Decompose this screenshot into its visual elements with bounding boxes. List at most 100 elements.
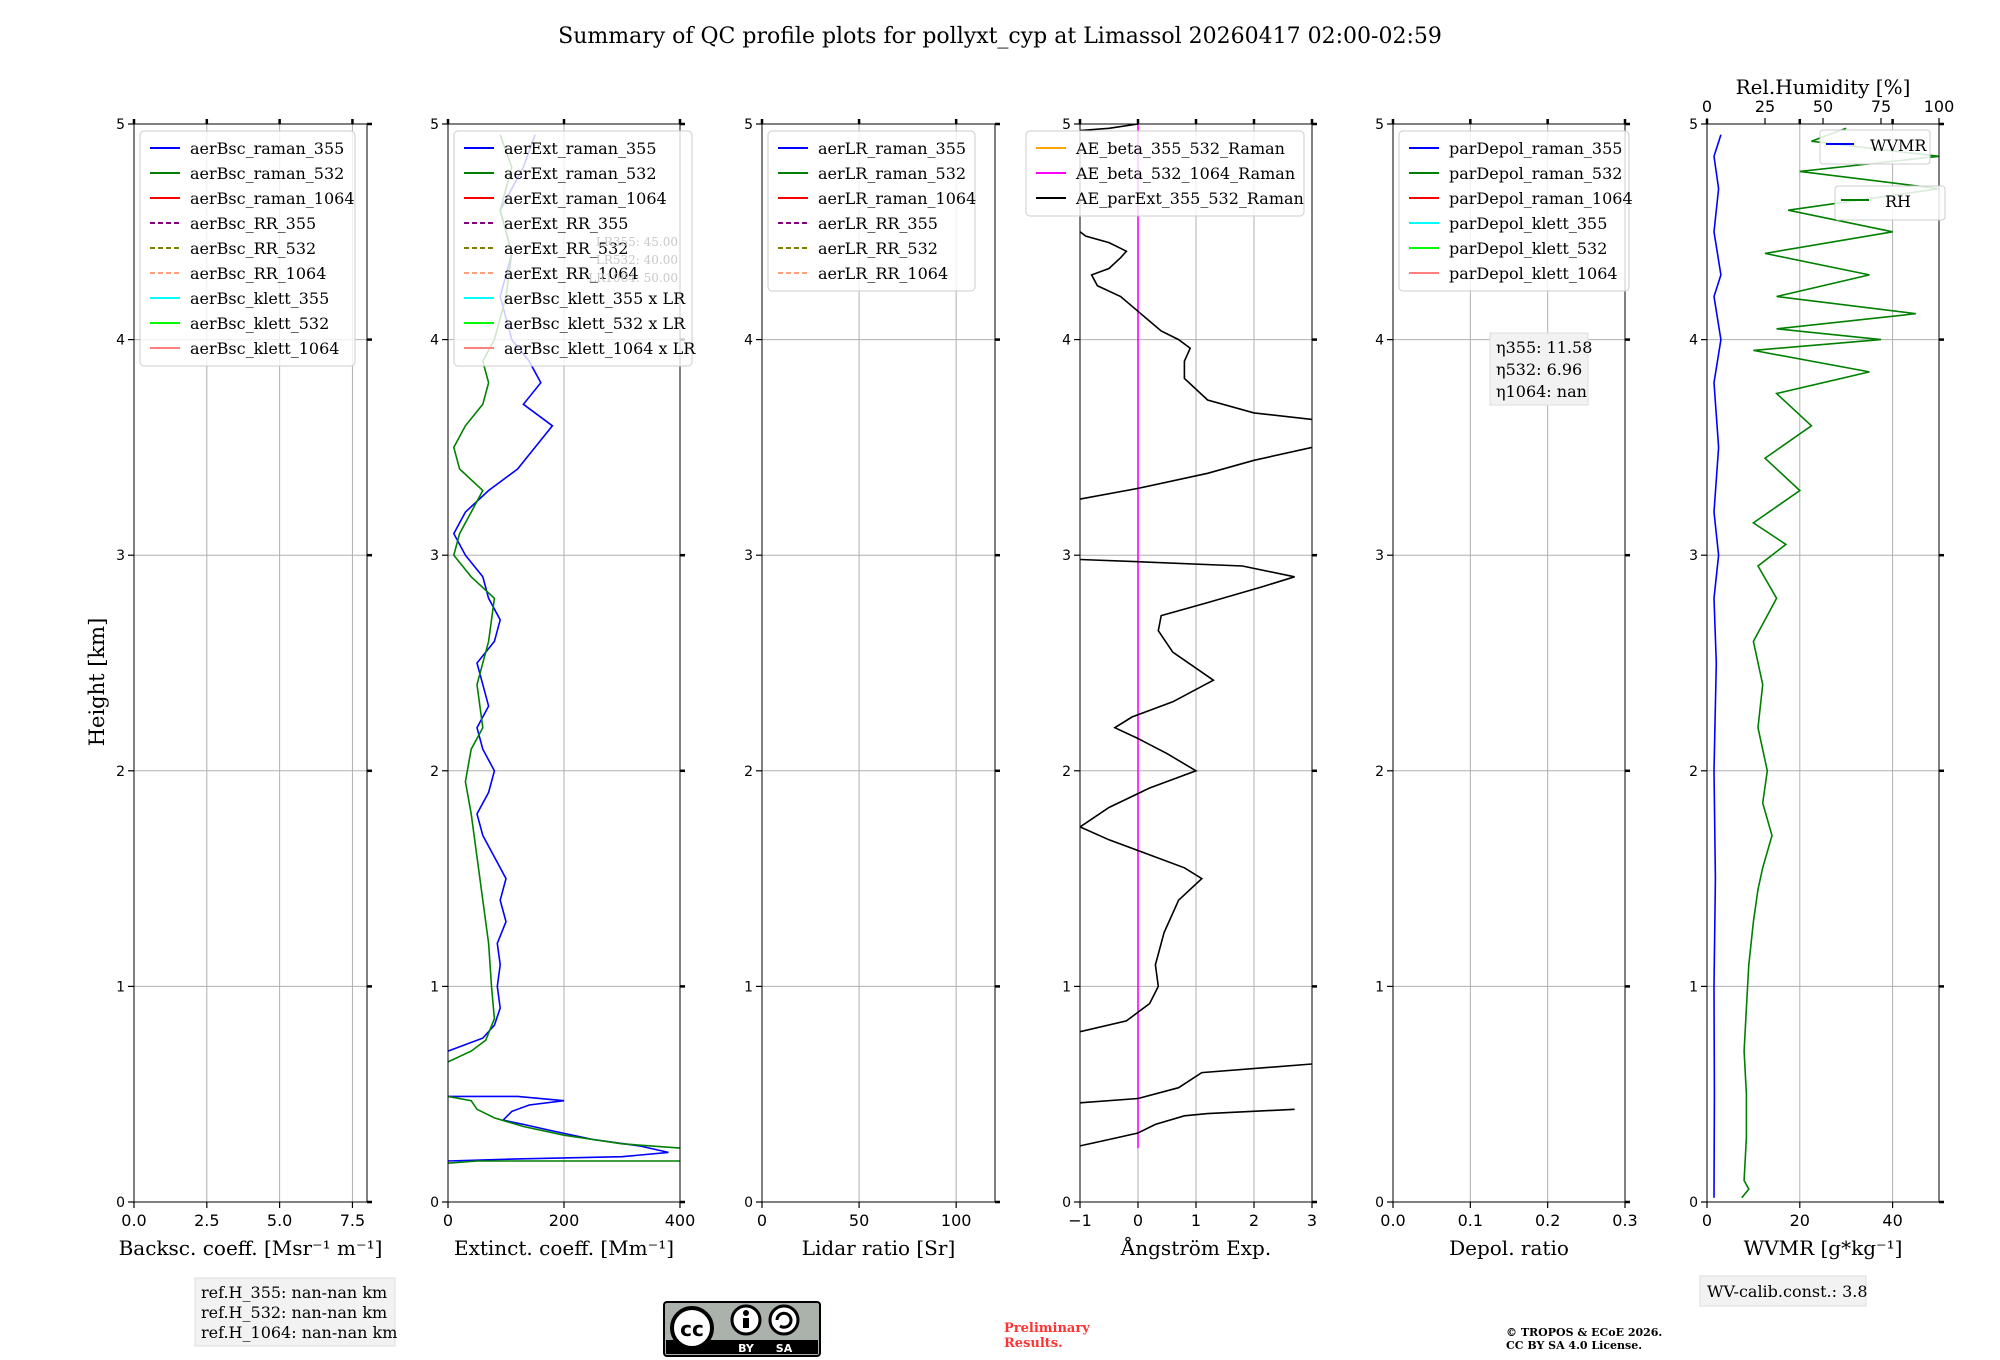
legend-label: parDepol_klett_355 <box>1449 214 1607 233</box>
legend-label: aerExt_RR_532 <box>504 239 628 258</box>
wv-calib-text: WV-calib.const.: 3.8 <box>1707 1282 1868 1301</box>
x-tick-label: 0.3 <box>1612 1211 1637 1230</box>
y-tick-label: 0 <box>1375 1195 1384 1211</box>
y-tick-label: 1 <box>1689 979 1698 995</box>
x-tick-label: 0.0 <box>1380 1211 1405 1230</box>
legend: aerLR_raman_355 aerLR_raman_532 aerLR_rama… <box>767 130 976 292</box>
y-tick-label: 4 <box>116 333 125 349</box>
eta-label: η355: 11.58 <box>1496 338 1592 357</box>
y-tick-label: 3 <box>1062 548 1071 564</box>
y-tick-label: 1 <box>1375 979 1384 995</box>
legend-label: aerBsc_klett_1064 <box>190 339 339 358</box>
sa-text: SA <box>776 1342 793 1355</box>
x2-axis-label: Rel.Humidity [%] <box>1736 75 1911 99</box>
copyright-line-2: CC BY SA 4.0 License. <box>1506 1339 1642 1352</box>
y-tick-label: 0 <box>1689 1195 1698 1211</box>
series-group <box>1713 127 1939 1199</box>
x-axis-label: WVMR [g*kg⁻¹] <box>1744 1236 1903 1260</box>
x-tick-label: 1 <box>1191 1211 1201 1230</box>
legend-label: aerBsc_klett_1064 x LR <box>504 339 696 358</box>
legend-label: aerBsc_RR_355 <box>190 214 316 233</box>
y-tick-label: 4 <box>1375 333 1384 349</box>
preliminary-line-1: Preliminary <box>1004 1321 1090 1336</box>
legend-label: parDepol_raman_1064 <box>1449 189 1633 208</box>
legend-label: aerLR_RR_1064 <box>818 264 948 283</box>
legend-label: parDepol_klett_532 <box>1449 239 1607 258</box>
lr-note: LR355: 45.00 <box>596 235 678 249</box>
legend-box <box>1819 129 1931 165</box>
x2-tick-label: 25 <box>1755 97 1775 116</box>
eta-label: η1064: nan <box>1496 382 1587 401</box>
panels: 0 1 2 3 4 5 0.0 2.5 5.0 7.5 Backsc. coeff. [Msr⁻¹ … <box>116 75 1954 1260</box>
panel-bsc: 0 1 2 3 4 5 0.0 2.5 5.0 7.5 Backsc. coeff. [Msr⁻¹ … <box>116 117 382 1260</box>
legend-label: RH <box>1885 192 1911 211</box>
axes-frame <box>1392 123 1626 1203</box>
y-tick-label: 0 <box>430 1195 439 1211</box>
series-RH <box>1741 127 1939 1199</box>
x-axis-label: Ångström Exp. <box>1120 1235 1271 1260</box>
legend-label: aerBsc_raman_1064 <box>190 189 355 208</box>
series-AE_parExt_c <box>1080 558 1295 1033</box>
y-tick-label: 4 <box>1062 333 1071 349</box>
y-tick-label: 0 <box>116 1195 125 1211</box>
x-tick-label: 5.0 <box>267 1211 292 1230</box>
y-tick-label: 3 <box>430 548 439 564</box>
legend-label: AE_beta_532_1064_Raman <box>1075 164 1295 183</box>
panel-depol: 0 1 2 3 4 5 0.0 0.1 0.2 0.3 Depol. ratio parDepol_r… <box>1375 117 1638 1260</box>
y-tick-label: 1 <box>116 979 125 995</box>
ref-h-532: ref.H_532: nan-nan km <box>201 1303 387 1322</box>
series-WVMR <box>1713 134 1722 1198</box>
x-tick-label: 40 <box>1882 1211 1902 1230</box>
x2-tick-label: 50 <box>1813 97 1833 116</box>
x-axis-label: Backsc. coeff. [Msr⁻¹ m⁻¹] <box>119 1236 383 1260</box>
legend-box <box>1398 130 1630 292</box>
y-tick-label: 1 <box>744 979 753 995</box>
x-tick-label: 0 <box>757 1211 767 1230</box>
legend: aerExt_raman_355 aerExt_raman_532 aerExt_r… <box>453 130 696 367</box>
y-tick-label: 4 <box>744 333 753 349</box>
legend-label: aerExt_raman_1064 <box>504 189 667 208</box>
x-tick-label: 0 <box>1702 1211 1712 1230</box>
ref-h-355: ref.H_355: nan-nan km <box>201 1283 387 1302</box>
legend: aerBsc_raman_355 aerBsc_raman_532 aerBsc_r… <box>139 130 356 367</box>
y-tick-label: 3 <box>116 548 125 564</box>
legend-label: aerExt_raman_532 <box>504 164 657 183</box>
x-tick-label: 50 <box>849 1211 869 1230</box>
legend-box <box>1025 130 1305 217</box>
ref-height-box: ref.H_355: nan-nan km ref.H_532: nan-nan… <box>194 1277 397 1347</box>
x-axis-label: Lidar ratio [Sr] <box>802 1236 956 1260</box>
legend-label: aerBsc_klett_532 <box>190 314 329 333</box>
x-tick-label: 20 <box>1790 1211 1810 1230</box>
series-AE_parExt_d <box>1080 446 1312 500</box>
legend-label: aerLR_raman_532 <box>818 164 966 183</box>
by-text: BY <box>738 1342 755 1355</box>
series-aerExt_raman_532 <box>448 1160 680 1164</box>
x-tick-label: 400 <box>665 1211 696 1230</box>
y-tick-label: 2 <box>1062 764 1071 780</box>
legend-label: aerLR_RR_355 <box>818 214 938 233</box>
wv-calib-box: WV-calib.const.: 3.8 <box>1699 1275 1868 1307</box>
legend-box <box>767 130 976 292</box>
legend-label: parDepol_klett_1064 <box>1449 264 1618 283</box>
eta-label: η532: 6.96 <box>1496 360 1582 379</box>
y-tick-label: 1 <box>1062 979 1071 995</box>
y-tick-label: 5 <box>116 117 125 133</box>
series-AE_parExt_f <box>1080 124 1139 132</box>
legend: parDepol_raman_355 parDepol_raman_532 parD… <box>1398 130 1633 292</box>
cc-by-sa-badge: cc BY SA <box>663 1301 821 1357</box>
legend-label: AE_parExt_355_532_Raman <box>1075 189 1304 208</box>
series-group <box>1080 124 1312 1149</box>
legend-label: aerExt_RR_355 <box>504 214 628 233</box>
y-tick-label: 0 <box>744 1195 753 1211</box>
legend-label: aerBsc_klett_355 x LR <box>504 289 686 308</box>
y-tick-label: 5 <box>744 117 753 133</box>
ref-h-1064: ref.H_1064: nan-nan km <box>201 1323 397 1342</box>
legend: WVMR RH <box>1819 129 1946 221</box>
eta-box <box>1489 332 1589 406</box>
legend: AE_beta_355_532_Raman AE_beta_532_1064_Ra… <box>1025 130 1305 217</box>
y-tick-label: 2 <box>1689 764 1698 780</box>
y-tick-label: 4 <box>1689 333 1698 349</box>
x-tick-label: −1 <box>1068 1211 1092 1230</box>
series-aerExt_raman_532_b <box>448 1095 680 1149</box>
